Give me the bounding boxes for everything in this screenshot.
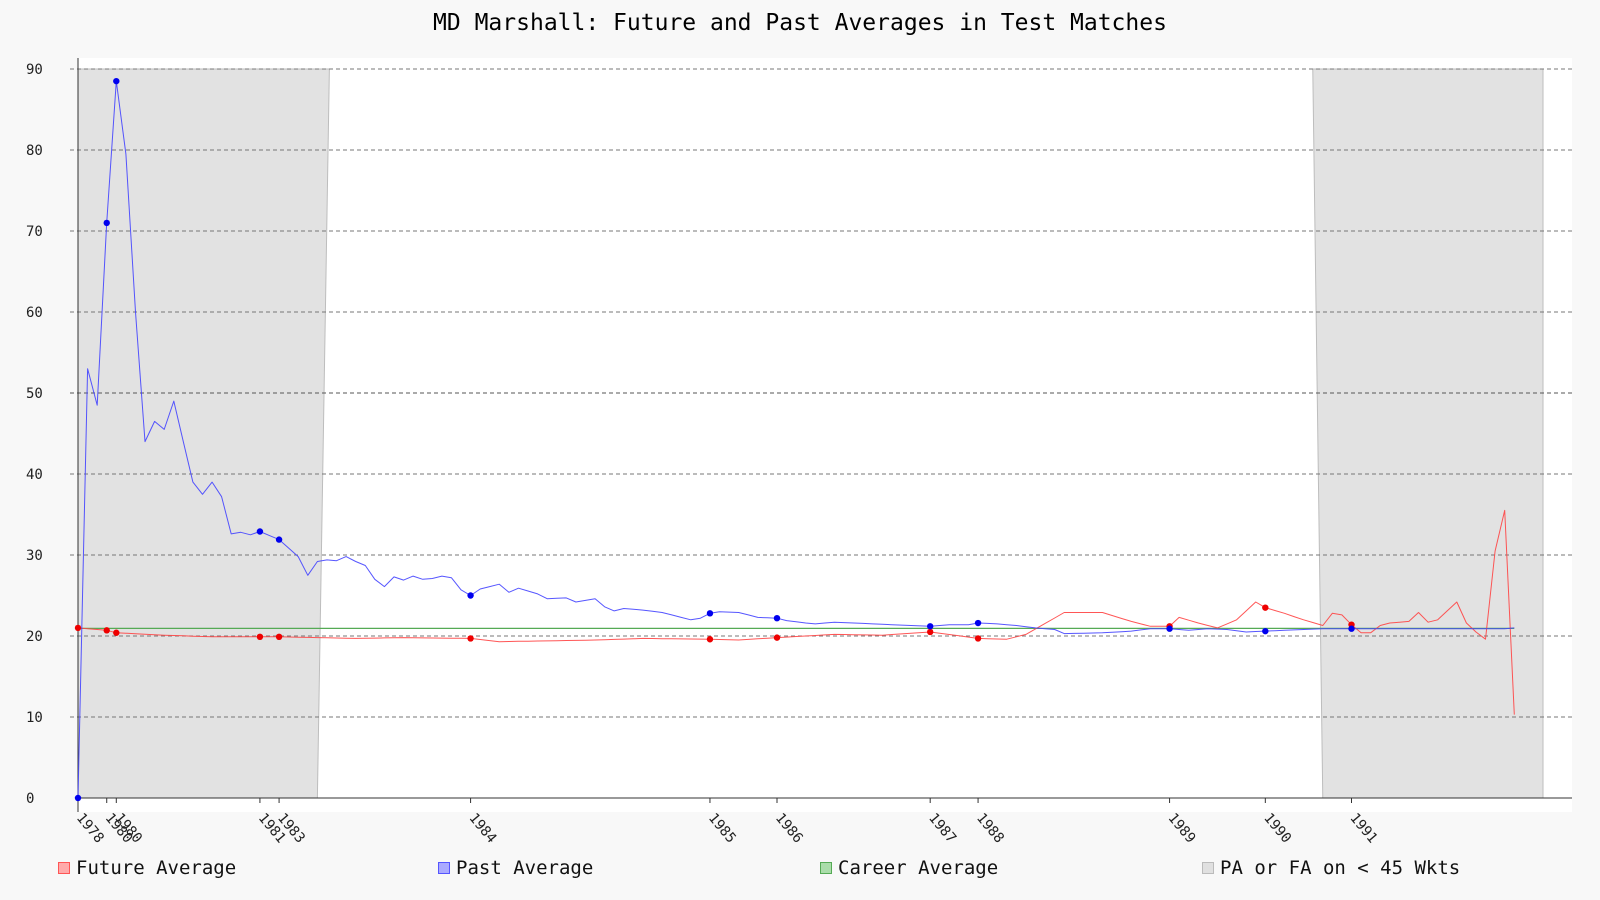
point-future-average-match-67 [706,636,714,643]
legend-label-future-average: Future Average [76,857,237,879]
y-tick-label-30: 30 [26,548,43,564]
point-future-average-match-90 [926,628,934,636]
point-future-average-match-74 [773,634,781,641]
chart-title: MD Marshall: Future and Past Averages in… [433,10,1167,36]
point-future-average-match-95 [974,635,982,642]
point-future-average-match-42 [467,635,474,642]
legend-swatch-future-average [58,862,70,874]
x-tick-label-1988: 1988 [973,810,1007,846]
legend-item-future-average[interactable]: Future Average [58,857,236,879]
point-past-average-match-20 [256,528,264,535]
point-past-average-match-74 [773,614,781,622]
y-tick-label-0: 0 [26,791,34,807]
x-tick-label-1984: 1984 [466,810,500,846]
legend-item-past-average[interactable]: Past Average [438,857,593,879]
point-past-average-match-90 [926,623,934,630]
chart-legend: Future Average Past Average Career Avera… [0,857,1600,885]
shaded-region-1 [77,68,330,799]
point-past-average-match-115 [1166,625,1173,632]
series-past-average-line [77,80,1515,799]
x-tick-label-1985: 1985 [705,810,739,846]
point-past-average-match-4 [103,219,110,227]
point-past-average-match-134 [1348,625,1355,632]
point-future-average-match-4 [103,627,110,634]
point-future-average-match-125 [1262,604,1269,611]
point-past-average-match-42 [467,592,474,599]
legend-label-past-average: Past Average [456,857,594,879]
y-tick-label-20: 20 [26,629,43,645]
shaded-region-2 [1312,68,1544,799]
point-future-average-match-1 [74,624,82,632]
y-tick-label-70: 70 [26,224,43,240]
series-future-average-line [77,509,1515,715]
x-tick-label-1989: 1989 [1165,810,1199,846]
legend-label-shaded-region: PA or FA on < 45 Wkts [1220,857,1461,879]
legend-item-career-average[interactable]: Career Average [820,857,998,879]
x-tick-label-1978: 1978 [73,810,107,846]
point-future-average-match-20 [256,633,264,641]
y-tick-label-40: 40 [26,467,43,483]
y-tick-label-90: 90 [26,62,43,78]
y-tick-label-60: 60 [26,305,43,321]
point-past-average-match-125 [1262,627,1269,635]
point-past-average-match-1 [74,794,82,802]
legend-swatch-career-average [820,862,832,874]
point-past-average-match-22 [275,536,283,543]
legend-label-career-average: Career Average [838,857,999,879]
point-past-average-match-67 [706,610,714,617]
x-tick-label-1987: 1987 [925,810,959,846]
legend-swatch-shaded-region [1202,862,1214,874]
y-tick-label-50: 50 [26,386,43,402]
x-tick-label-1990: 1990 [1260,810,1294,846]
point-past-average-match-95 [974,619,982,627]
y-tick-label-80: 80 [26,143,43,159]
point-future-average-match-5 [113,629,120,636]
legend-item-shaded-region[interactable]: PA or FA on < 45 Wkts [1202,857,1460,879]
legend-swatch-past-average [438,862,450,874]
point-future-average-match-22 [275,633,283,641]
y-tick-label-10: 10 [26,710,43,726]
x-tick-label-1986: 1986 [772,810,806,846]
x-tick-label-1991: 1991 [1346,810,1380,846]
point-past-average-match-5 [113,77,120,85]
